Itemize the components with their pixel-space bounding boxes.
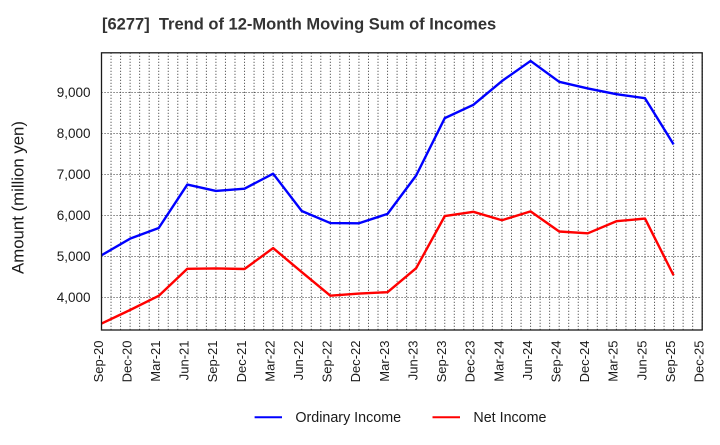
svg-text:Sep-20: Sep-20 (91, 341, 106, 383)
svg-text:8,000: 8,000 (57, 126, 91, 141)
svg-text:Amount (million yen): Amount (million yen) (9, 121, 28, 274)
svg-text:6,000: 6,000 (57, 208, 91, 223)
svg-text:Dec-22: Dec-22 (348, 341, 363, 383)
svg-text:Mar-21: Mar-21 (148, 341, 163, 382)
svg-text:5,000: 5,000 (57, 249, 91, 264)
svg-text:Sep-25: Sep-25 (663, 341, 678, 383)
svg-text:Sep-22: Sep-22 (320, 341, 335, 383)
svg-text:Dec-25: Dec-25 (692, 341, 707, 383)
svg-text:Dec-23: Dec-23 (463, 341, 478, 383)
svg-text:Net Income: Net Income (473, 410, 546, 426)
svg-text:Jun-24: Jun-24 (520, 341, 535, 381)
svg-text:Sep-21: Sep-21 (205, 341, 220, 383)
svg-text:Dec-24: Dec-24 (577, 341, 592, 383)
svg-text:4,000: 4,000 (57, 290, 91, 305)
svg-text:Mar-25: Mar-25 (606, 341, 621, 382)
svg-text:Mar-22: Mar-22 (262, 341, 277, 382)
svg-text:Dec-20: Dec-20 (119, 341, 134, 383)
svg-text:Dec-21: Dec-21 (234, 341, 249, 383)
svg-text:Jun-23: Jun-23 (405, 341, 420, 381)
svg-text:9,000: 9,000 (57, 85, 91, 100)
svg-text:Jun-21: Jun-21 (177, 341, 192, 381)
svg-text:Sep-24: Sep-24 (548, 341, 563, 383)
svg-text:Mar-24: Mar-24 (491, 341, 506, 382)
svg-text:Mar-23: Mar-23 (377, 341, 392, 382)
svg-text:Sep-23: Sep-23 (434, 341, 449, 383)
svg-text:Ordinary Income: Ordinary Income (295, 410, 401, 426)
svg-text:Jun-25: Jun-25 (634, 341, 649, 381)
svg-text:Jun-22: Jun-22 (291, 341, 306, 381)
svg-text:[6277] Trend of 12-Month Movi: [6277] Trend of 12-Month Moving Sum of I… (102, 16, 496, 34)
svg-text:7,000: 7,000 (57, 167, 91, 182)
